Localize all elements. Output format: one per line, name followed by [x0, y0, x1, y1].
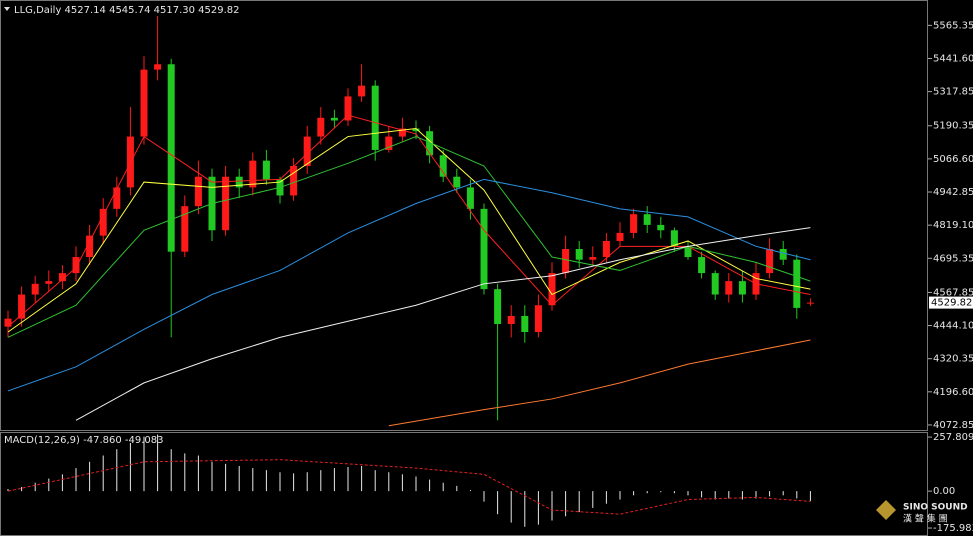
- moving-average-line: [75, 227, 811, 421]
- menu-arrow: [4, 7, 10, 11]
- candle-body: [154, 64, 162, 70]
- y-tick-label: 4942.85: [933, 187, 973, 198]
- last-price-label: 4529.82: [931, 298, 972, 309]
- candle-body: [398, 128, 406, 137]
- y-tick-label: 5565.35: [933, 20, 973, 31]
- y-tick-label: 4444.10: [933, 321, 973, 332]
- candle-body: [766, 249, 774, 274]
- candle-body: [317, 117, 325, 137]
- price-panel: [0, 0, 928, 431]
- candle-body: [779, 249, 787, 260]
- macd-title: MACD(12,26,9) -47.860 -49.083: [4, 435, 164, 446]
- candle-body: [303, 136, 311, 167]
- candle-body: [521, 315, 529, 333]
- candle-body: [4, 318, 12, 327]
- moving-average-line: [388, 339, 811, 427]
- candle-body: [548, 273, 556, 306]
- candle-body: [589, 257, 597, 260]
- candle-body: [806, 302, 814, 304]
- macd-panel: [0, 432, 928, 536]
- y-tick-label: 5441.60: [933, 53, 973, 64]
- candle-body: [181, 206, 189, 252]
- logo-name: SINO SOUND: [903, 503, 968, 513]
- candle-body: [439, 155, 447, 177]
- candle-body: [562, 249, 570, 274]
- candle-body: [698, 257, 706, 274]
- candle-body: [371, 85, 379, 150]
- candle-body: [140, 69, 148, 137]
- candle-body: [113, 187, 121, 209]
- candle-body: [99, 208, 107, 236]
- candle-body: [616, 232, 624, 241]
- moving-average-line: [7, 178, 811, 392]
- moving-average-line: [7, 127, 811, 333]
- candle-body: [86, 235, 94, 258]
- candle-body: [412, 128, 420, 132]
- candle-body: [494, 289, 502, 324]
- candle-body: [167, 64, 175, 252]
- candle-body: [194, 176, 202, 207]
- candle-body: [385, 136, 393, 150]
- candle-body: [534, 305, 542, 333]
- candle-body: [643, 214, 651, 225]
- candle-body: [670, 230, 678, 247]
- candle-body: [793, 259, 801, 308]
- candle-body: [711, 273, 719, 295]
- last-price-box: [929, 296, 973, 309]
- candle-body: [330, 117, 338, 121]
- candle-body: [290, 166, 298, 196]
- candle-body: [453, 176, 461, 188]
- candle-body: [235, 176, 243, 188]
- y-tick-label: 4819.10: [933, 220, 973, 231]
- y-tick-label: 0.00: [933, 486, 955, 497]
- y-tick-label: 4072.85: [933, 420, 973, 431]
- candle-body: [45, 281, 53, 284]
- candle-body: [657, 224, 665, 231]
- candle-body: [72, 257, 80, 274]
- y-tick-label: 257.809: [933, 432, 973, 443]
- y-tick-label: -175.983: [933, 523, 973, 534]
- y-tick-label: 4196.60: [933, 387, 973, 398]
- candle-body: [358, 85, 366, 97]
- candle-body: [222, 176, 230, 231]
- candle-body: [684, 246, 692, 258]
- y-tick-label: 4695.35: [933, 253, 973, 264]
- y-tick-label: 4320.35: [933, 354, 973, 365]
- logo: SINO SOUND 漢 聲 集 團: [876, 500, 968, 525]
- candle-body: [58, 273, 66, 282]
- candle-body: [630, 214, 638, 233]
- candle-body: [738, 281, 746, 295]
- candle-body: [602, 240, 610, 258]
- y-tick-label: 5317.85: [933, 87, 973, 98]
- candle-body: [31, 283, 39, 295]
- candle-body: [249, 160, 257, 188]
- candle-body: [575, 249, 583, 260]
- candle-body: [426, 131, 434, 156]
- logo-icon: [876, 500, 896, 520]
- y-tick-label: 5190.35: [933, 121, 973, 132]
- candle-body: [507, 315, 515, 324]
- candle-body: [466, 187, 474, 209]
- macd-signal-line: [7, 459, 811, 515]
- y-tick-label: 5066.60: [933, 154, 973, 165]
- logo-subtitle: 漢 聲 集 團: [903, 513, 948, 525]
- candle-body: [18, 294, 26, 319]
- candle-body: [725, 281, 733, 295]
- y-tick-label: 4567.85: [933, 287, 973, 298]
- chart-title: LLG,Daily 4527.14 4545.74 4517.30 4529.8…: [14, 5, 240, 16]
- candle-body: [262, 160, 270, 180]
- candle-body: [480, 208, 488, 290]
- candle-body: [344, 96, 352, 121]
